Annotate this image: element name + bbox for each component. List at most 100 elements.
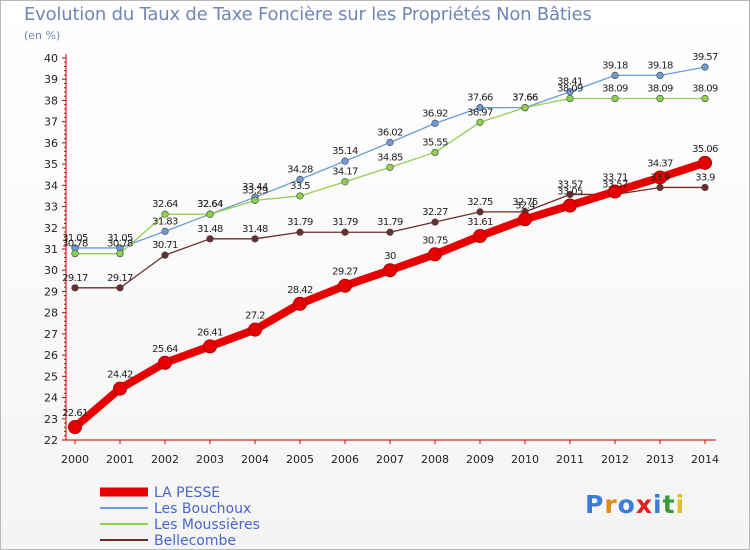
- x-tick-label: 2014: [691, 453, 719, 466]
- x-tick-label: 2005: [286, 453, 314, 466]
- data-label: 31.83: [152, 216, 178, 227]
- data-label: 30.75: [422, 235, 448, 246]
- data-point: [293, 296, 307, 311]
- data-point: [116, 284, 124, 292]
- y-tick-label: 31: [44, 243, 58, 256]
- data-label: 37.66: [512, 93, 538, 104]
- data-label: 25.64: [152, 344, 178, 355]
- data-label: 30.78: [107, 239, 133, 250]
- data-label: 37.66: [512, 93, 538, 104]
- y-tick-label: 35: [44, 158, 58, 171]
- data-label: 30.71: [152, 240, 178, 251]
- data-label: 32.64: [152, 199, 178, 210]
- logo-letter: o: [617, 490, 636, 519]
- data-point: [698, 155, 712, 170]
- data-label: 32.4: [515, 200, 535, 211]
- data-label: 31.48: [242, 224, 268, 235]
- data-point: [161, 251, 169, 259]
- y-tick-label: 25: [44, 370, 58, 383]
- data-point: [251, 235, 259, 243]
- data-label: 27.2: [245, 311, 265, 322]
- data-label: 34.17: [332, 167, 358, 178]
- legend-label: LA PESSE: [154, 485, 220, 501]
- data-label: 32.64: [197, 199, 223, 210]
- x-tick-label: 2003: [196, 453, 224, 466]
- data-point: [116, 250, 124, 258]
- y-tick-label: 33: [44, 201, 58, 214]
- data-label: 33.57: [557, 179, 583, 190]
- data-label: 34.85: [377, 152, 403, 163]
- data-point: [248, 322, 262, 337]
- data-point: [611, 94, 619, 103]
- y-tick-label: 28: [44, 307, 58, 320]
- data-point: [158, 355, 172, 370]
- data-label: 30: [384, 251, 396, 262]
- x-tick-label: 2000: [61, 453, 89, 466]
- data-label: 29.27: [332, 267, 358, 278]
- logo-letter: x: [635, 490, 653, 519]
- data-label: 33.9: [695, 172, 715, 183]
- data-point: [71, 284, 79, 292]
- data-label: 32.27: [422, 207, 448, 218]
- data-label: 31.79: [377, 217, 403, 228]
- data-label: 36.92: [422, 108, 448, 119]
- data-label: 35.55: [422, 137, 448, 148]
- data-point: [653, 170, 667, 185]
- y-tick-label: 39: [44, 73, 58, 86]
- y-tick-label: 29: [44, 285, 58, 298]
- data-point: [296, 192, 304, 200]
- data-point: [113, 381, 127, 396]
- y-tick-label: 22: [44, 434, 58, 447]
- y-tick-label: 23: [44, 413, 58, 426]
- data-label: 38.09: [557, 84, 583, 95]
- data-label: 24.42: [107, 370, 133, 381]
- logo-letter: i: [675, 490, 686, 519]
- data-point: [701, 94, 709, 103]
- data-point: [656, 183, 664, 192]
- legend-label: Les Moussières: [154, 517, 260, 533]
- legend-label: Bellecombe: [154, 533, 236, 549]
- data-label: 31.61: [467, 217, 493, 228]
- x-tick-label: 2012: [601, 453, 629, 466]
- data-point: [431, 119, 439, 127]
- x-tick-label: 2002: [151, 453, 179, 466]
- y-tick-label: 27: [44, 328, 58, 341]
- data-label: 39.57: [692, 52, 718, 63]
- y-tick-label: 38: [44, 94, 58, 107]
- data-label: 32.64: [197, 199, 223, 210]
- y-axis-unit: (en %): [24, 29, 61, 42]
- y-tick-label: 40: [44, 52, 58, 65]
- x-tick-label: 2006: [331, 453, 359, 466]
- data-point: [251, 196, 259, 205]
- data-label: 28.42: [287, 285, 313, 296]
- data-label: 33.29: [242, 185, 268, 196]
- data-label: 35.06: [692, 144, 718, 155]
- data-point: [476, 208, 484, 216]
- y-tick-label: 24: [44, 392, 58, 405]
- y-tick-label: 30: [44, 264, 58, 277]
- data-label: 33.44: [242, 182, 268, 193]
- data-label: 36.02: [377, 127, 403, 138]
- x-tick-label: 2008: [421, 453, 449, 466]
- axis-ticks: 22 23 24 25 26 27 28 29 30 31 32 33 34 35 36 37 38 39 40 20…: [44, 52, 719, 466]
- data-point: [383, 263, 397, 278]
- legend-label: Les Bouchoux: [154, 501, 251, 517]
- logo-letter: i: [653, 490, 663, 519]
- proxiti-logo: Proxiti: [585, 490, 685, 519]
- y-tick-label: 37: [44, 116, 58, 129]
- data-label: 38.09: [692, 84, 718, 95]
- data-label: 35.14: [332, 146, 358, 157]
- x-tick-label: 2001: [106, 453, 134, 466]
- x-tick-label: 2013: [646, 453, 674, 466]
- data-label: 33.9: [650, 172, 670, 183]
- data-label: 29.17: [62, 273, 88, 284]
- data-point: [563, 198, 577, 213]
- data-label: 32.75: [512, 197, 538, 208]
- y-tick-label: 36: [44, 137, 58, 150]
- x-tick-label: 2010: [511, 453, 539, 466]
- data-point: [611, 71, 619, 80]
- data-point: [203, 339, 217, 354]
- data-point: [566, 94, 574, 103]
- data-label: 31.05: [62, 233, 88, 244]
